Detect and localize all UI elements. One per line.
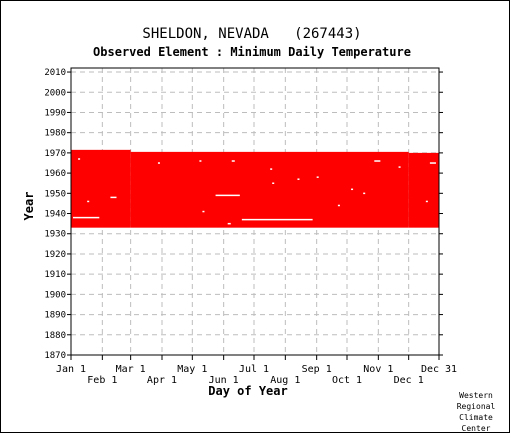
y-tick-label: 1940 bbox=[44, 210, 66, 220]
missing-data-gap bbox=[429, 162, 436, 164]
missing-data-gap bbox=[297, 178, 300, 180]
y-tick-label: 1920 bbox=[44, 250, 66, 260]
missing-data-gap bbox=[78, 158, 81, 160]
credit-line: Climate bbox=[459, 413, 493, 422]
y-tick-label: 1990 bbox=[44, 108, 66, 118]
credit-line: Western bbox=[459, 391, 493, 400]
x-tick-label: Jul 1 bbox=[239, 364, 269, 375]
credit-line: Center bbox=[462, 424, 491, 433]
y-tick-label: 1970 bbox=[44, 149, 66, 159]
y-tick-label: 1890 bbox=[44, 311, 66, 321]
x-tick-label: Sep 1 bbox=[302, 364, 332, 375]
observed-data-block bbox=[130, 151, 409, 228]
missing-data-gap bbox=[351, 188, 354, 191]
missing-data-gap bbox=[363, 192, 366, 195]
missing-data-gap bbox=[337, 204, 340, 207]
missing-data-gap bbox=[272, 182, 275, 184]
observed-data-block bbox=[71, 149, 131, 228]
missing-data-gap bbox=[398, 166, 401, 168]
y-tick-label: 2000 bbox=[44, 88, 66, 98]
x-tick-label: May 1 bbox=[177, 364, 207, 375]
x-tick-label: Mar 1 bbox=[116, 364, 146, 375]
x-tick-label: Oct 1 bbox=[332, 375, 362, 386]
x-tick-label: Jun 1 bbox=[209, 375, 239, 386]
plot-border bbox=[70, 67, 440, 356]
missing-data-gap bbox=[316, 176, 319, 178]
observed-data-block bbox=[408, 152, 439, 228]
missing-data-gap bbox=[87, 200, 90, 203]
y-tick-label: 2010 bbox=[44, 68, 66, 78]
x-tick-label: Feb 1 bbox=[87, 375, 117, 386]
missing-data-gap bbox=[110, 196, 117, 199]
y-tick-label: 1950 bbox=[44, 189, 66, 199]
chart-subtitle: Observed Element : Minimum Daily Tempera… bbox=[93, 45, 411, 59]
missing-data-gap bbox=[73, 216, 100, 219]
x-axis-label: Day of Year bbox=[208, 384, 287, 398]
missing-data-gap bbox=[227, 222, 231, 225]
x-tick-label: Dec 1 bbox=[394, 375, 424, 386]
credit-line: Regional bbox=[457, 402, 496, 411]
missing-data-gap bbox=[199, 160, 202, 162]
y-tick-label: 1900 bbox=[44, 290, 66, 300]
missing-data-gap bbox=[270, 168, 273, 170]
plot-area: 2010 2000 1990 1980 1970 1960 1950 1940 1930 1920… bbox=[44, 67, 457, 386]
missing-data-gap bbox=[202, 210, 205, 213]
missing-data-gap bbox=[215, 194, 240, 197]
chart-title: SHELDON, NEVADA (267443) bbox=[142, 26, 361, 42]
y-tick-label: 1960 bbox=[44, 169, 66, 179]
x-tick-label: Apr 1 bbox=[147, 375, 177, 386]
y-tick-label: 1880 bbox=[44, 331, 66, 341]
y-tick-label: 1870 bbox=[44, 351, 66, 361]
credit-block: Western Regional Climate Center bbox=[457, 391, 496, 433]
missing-data-gap bbox=[241, 218, 313, 221]
x-tick-label: Nov 1 bbox=[363, 364, 393, 375]
x-tick-label: Dec 31 bbox=[421, 364, 457, 375]
missing-data-gap bbox=[231, 160, 235, 162]
missing-data-gap bbox=[425, 200, 428, 203]
y-tick-label: 1930 bbox=[44, 230, 66, 240]
y-tick-label: 1910 bbox=[44, 270, 66, 280]
x-tick-label: Jan 1 bbox=[56, 364, 86, 375]
missing-data-gap bbox=[374, 160, 381, 162]
y-axis-label: Year bbox=[22, 192, 36, 221]
x-tick-label: Aug 1 bbox=[270, 375, 300, 386]
y-tick-label: 1980 bbox=[44, 129, 66, 139]
missing-data-gap bbox=[157, 162, 160, 164]
